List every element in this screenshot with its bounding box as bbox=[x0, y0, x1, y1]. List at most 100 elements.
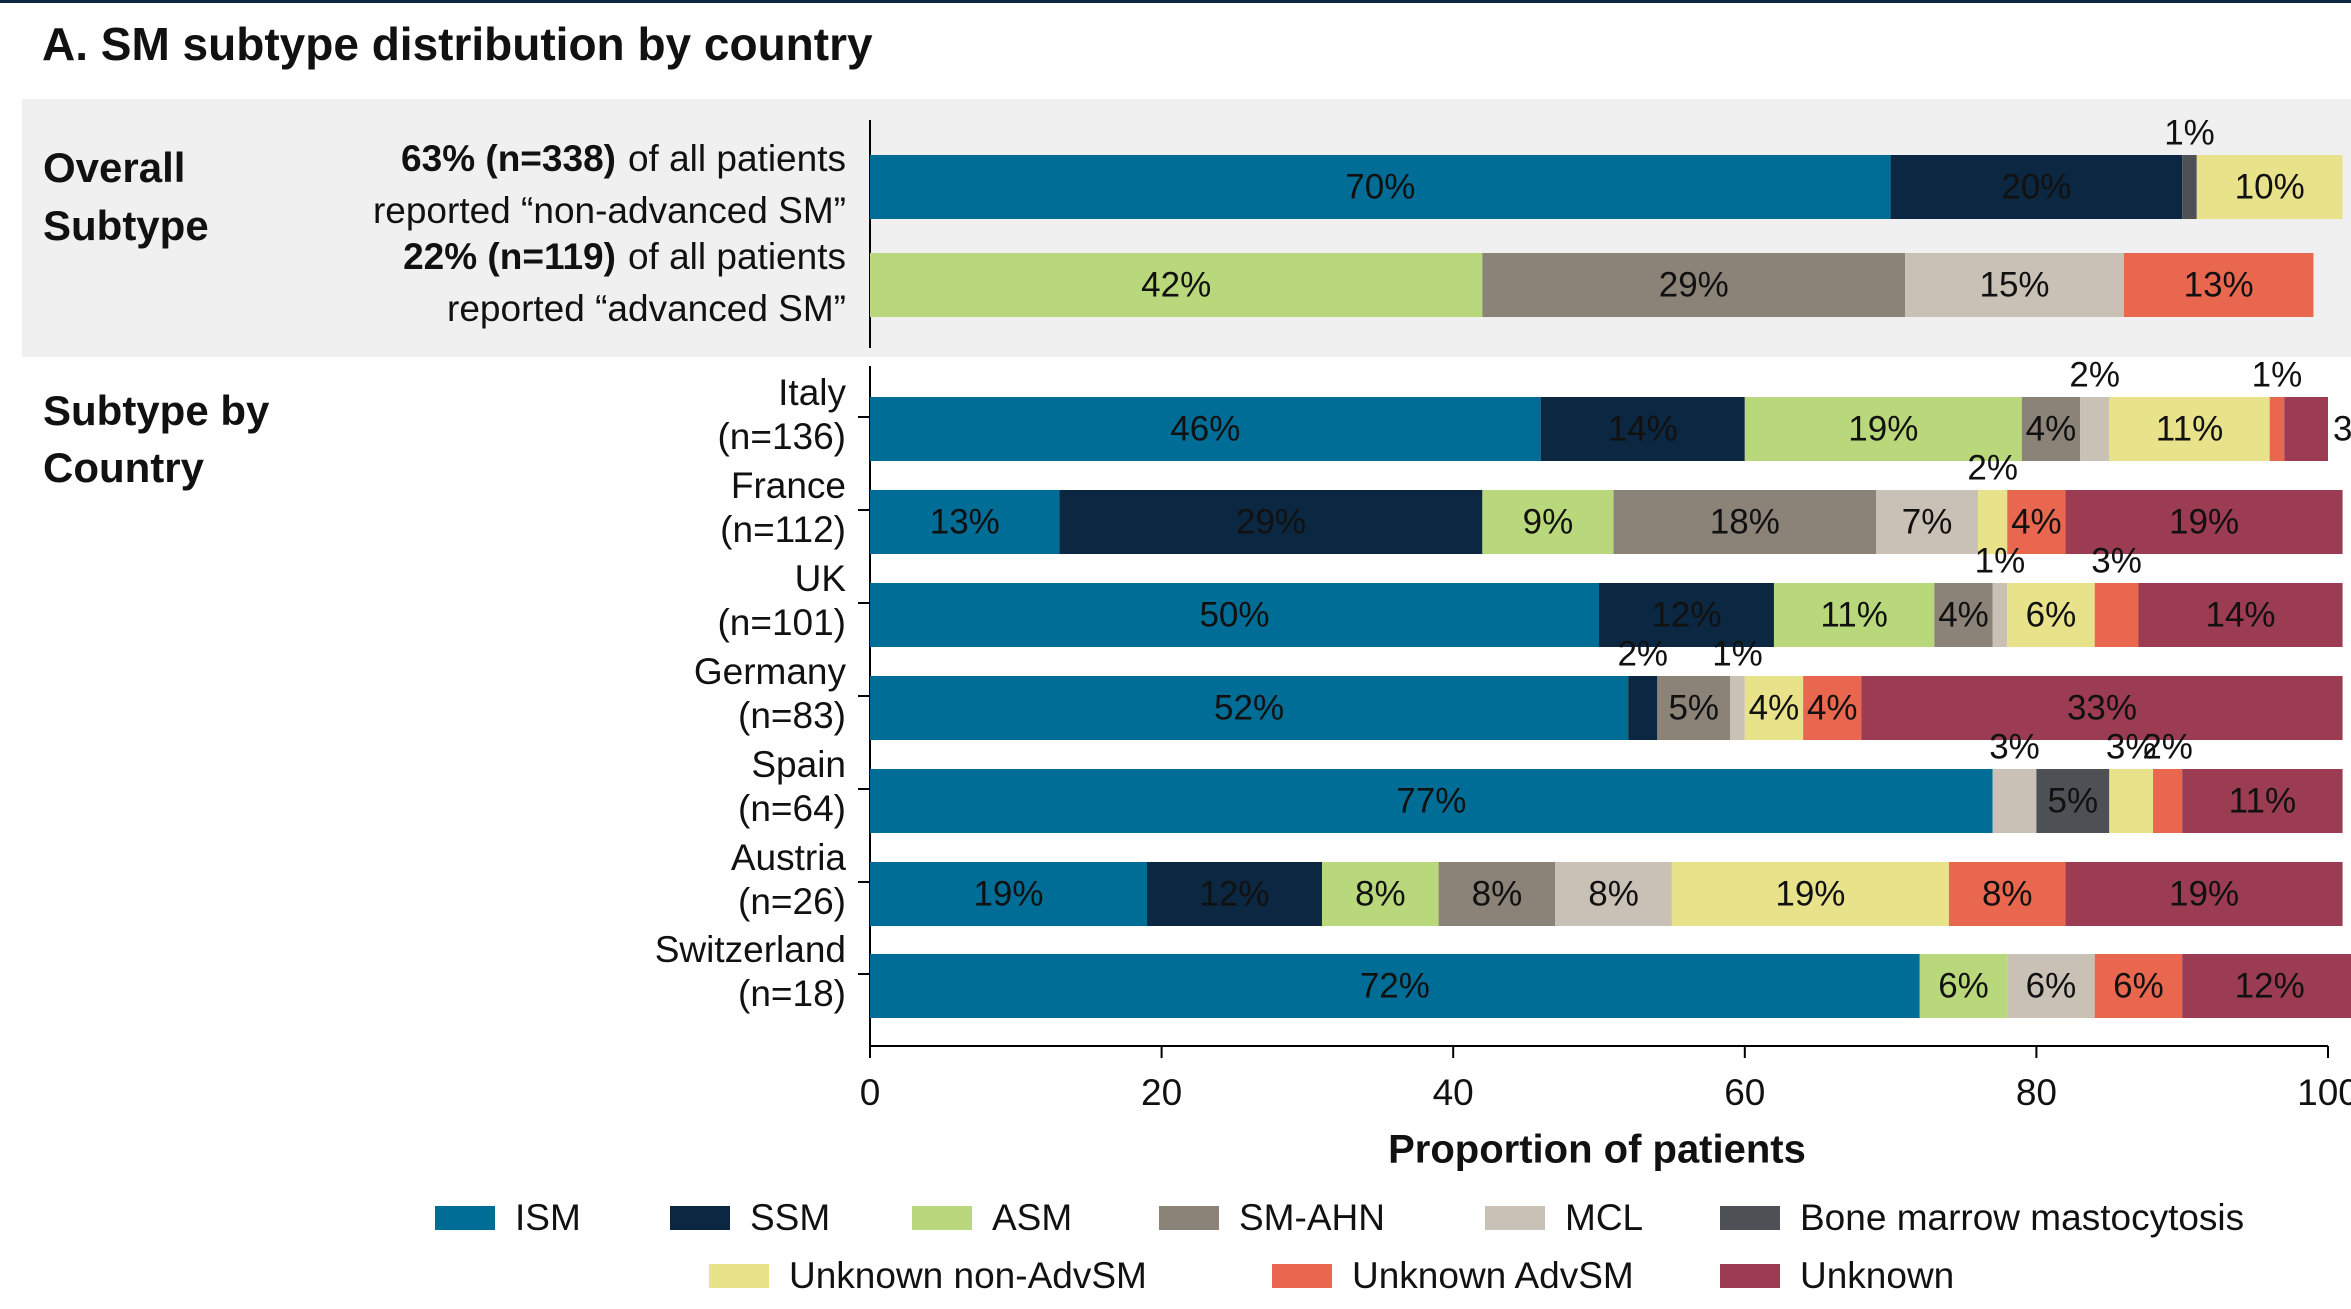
bar-segment bbox=[2065, 490, 2343, 554]
legend-label: ASM bbox=[992, 1197, 1072, 1238]
data-label: 12% bbox=[2235, 966, 2305, 1005]
category-label: reported “non-advanced SM” bbox=[373, 190, 846, 231]
data-label: 9% bbox=[1523, 502, 1574, 541]
bar-segment bbox=[2021, 397, 2081, 461]
category-label: Austria bbox=[731, 837, 847, 878]
bar-segment bbox=[1555, 862, 1672, 926]
bar-segment bbox=[2123, 253, 2314, 317]
bar-segment bbox=[2094, 583, 2139, 647]
x-tick-label: 100 bbox=[2297, 1072, 2351, 1113]
bar-segment bbox=[870, 490, 1060, 554]
bar-segment bbox=[1482, 490, 1614, 554]
data-label: 29% bbox=[1659, 265, 1729, 304]
bar-segment bbox=[1059, 490, 1483, 554]
data-label: 13% bbox=[930, 502, 1000, 541]
data-label: 5% bbox=[1668, 688, 1719, 727]
data-label: 2% bbox=[1967, 448, 2018, 487]
bar-segment bbox=[2007, 583, 2095, 647]
category-label: (n=83) bbox=[738, 695, 846, 736]
legend-label: SM-AHN bbox=[1239, 1197, 1385, 1238]
section-label: Subtype bbox=[43, 202, 209, 249]
x-tick-label: 20 bbox=[1141, 1072, 1182, 1113]
bar-segment bbox=[2007, 954, 2095, 1018]
data-label: 2% bbox=[1617, 634, 1668, 673]
data-label: 18% bbox=[1710, 502, 1780, 541]
x-tick-label: 60 bbox=[1724, 1072, 1765, 1113]
category-label: (n=112) bbox=[720, 509, 846, 550]
data-label: 3% bbox=[2106, 727, 2157, 766]
bar-segment bbox=[2138, 583, 2343, 647]
chart-title: A. SM subtype distribution by country bbox=[42, 18, 873, 70]
category-label: Spain bbox=[751, 744, 846, 785]
bar-segment bbox=[1978, 490, 2008, 554]
bar-segment bbox=[2080, 397, 2110, 461]
bar-segment bbox=[2182, 155, 2197, 219]
data-label: 8% bbox=[1982, 874, 2033, 913]
bar-segment bbox=[1992, 769, 2037, 833]
category-label-bold: 22% (n=119) bbox=[403, 236, 616, 277]
bar-segment bbox=[870, 253, 1483, 317]
data-label: 7% bbox=[1902, 502, 1953, 541]
data-label: 70% bbox=[1345, 167, 1415, 206]
data-label: 15% bbox=[1979, 265, 2049, 304]
data-label: 12% bbox=[1651, 595, 1721, 634]
bar-segment bbox=[1613, 490, 1877, 554]
bar-segment bbox=[870, 155, 1891, 219]
bar-segment bbox=[1744, 397, 2022, 461]
legend-label: Bone marrow mastocytosis bbox=[1800, 1197, 2244, 1238]
bar-segment bbox=[1599, 583, 1774, 647]
data-label: 77% bbox=[1396, 781, 1466, 820]
category-label: (n=18) bbox=[738, 973, 846, 1014]
data-label: 3% bbox=[2091, 541, 2142, 580]
legend-swatch bbox=[1272, 1264, 1332, 1288]
data-label: 2% bbox=[2142, 727, 2193, 766]
bar-segment bbox=[1671, 862, 1949, 926]
legend-label: Unknown non-AdvSM bbox=[789, 1255, 1147, 1296]
data-label: 11% bbox=[2229, 781, 2296, 820]
bar-segment bbox=[870, 769, 1993, 833]
bar-segment bbox=[2269, 397, 2285, 461]
bar-segment bbox=[1744, 676, 1804, 740]
data-label: 8% bbox=[1588, 874, 1639, 913]
bar-segment bbox=[1919, 954, 2008, 1018]
legend-label: ISM bbox=[515, 1197, 581, 1238]
data-label: 3% bbox=[1989, 727, 2040, 766]
data-label: 13% bbox=[2184, 265, 2254, 304]
category-label: reported “advanced SM” bbox=[447, 288, 846, 329]
data-label: 6% bbox=[2026, 595, 2077, 634]
bar-segment bbox=[870, 397, 1541, 461]
bar-segment bbox=[1934, 583, 1993, 647]
legend-swatch bbox=[1720, 1264, 1780, 1288]
section-label: Overall bbox=[43, 144, 185, 191]
category-label: (n=136) bbox=[717, 416, 846, 457]
data-label: 4% bbox=[2011, 502, 2062, 541]
bar-segment bbox=[2109, 397, 2270, 461]
bars: 70% 20%1%10%42% 29% 15% 13%46% 14% 19% 4%2%11%1… bbox=[870, 113, 2351, 1018]
data-label: 4% bbox=[1938, 595, 1989, 634]
data-label: 52% bbox=[1214, 688, 1284, 727]
data-label: 4% bbox=[1807, 688, 1858, 727]
bar-segment bbox=[1992, 583, 2008, 647]
data-label: 8% bbox=[1355, 874, 1406, 913]
bar-segment bbox=[1321, 862, 1439, 926]
bar-segment bbox=[2196, 155, 2343, 219]
data-label: 19% bbox=[2169, 502, 2239, 541]
data-label: 20% bbox=[2001, 167, 2071, 206]
data-label: 19% bbox=[1848, 409, 1918, 448]
category-label-bold: 63% (n=338) bbox=[401, 138, 616, 179]
bar-segment bbox=[1905, 253, 2124, 317]
bar-segment bbox=[2065, 862, 2343, 926]
data-label: 46% bbox=[1170, 409, 1240, 448]
bar-segment bbox=[1482, 253, 1906, 317]
data-label: 10% bbox=[2235, 167, 2305, 206]
legend-swatch bbox=[670, 1206, 730, 1230]
data-label: 12% bbox=[1199, 874, 1269, 913]
data-label: 19% bbox=[973, 874, 1043, 913]
legend-swatch bbox=[1720, 1206, 1780, 1230]
data-label: 6% bbox=[1938, 966, 1989, 1005]
bar-segment bbox=[1147, 862, 1322, 926]
data-label: 72% bbox=[1360, 966, 1430, 1005]
bar-segment bbox=[2182, 954, 2351, 1018]
legend-swatch bbox=[1159, 1206, 1219, 1230]
